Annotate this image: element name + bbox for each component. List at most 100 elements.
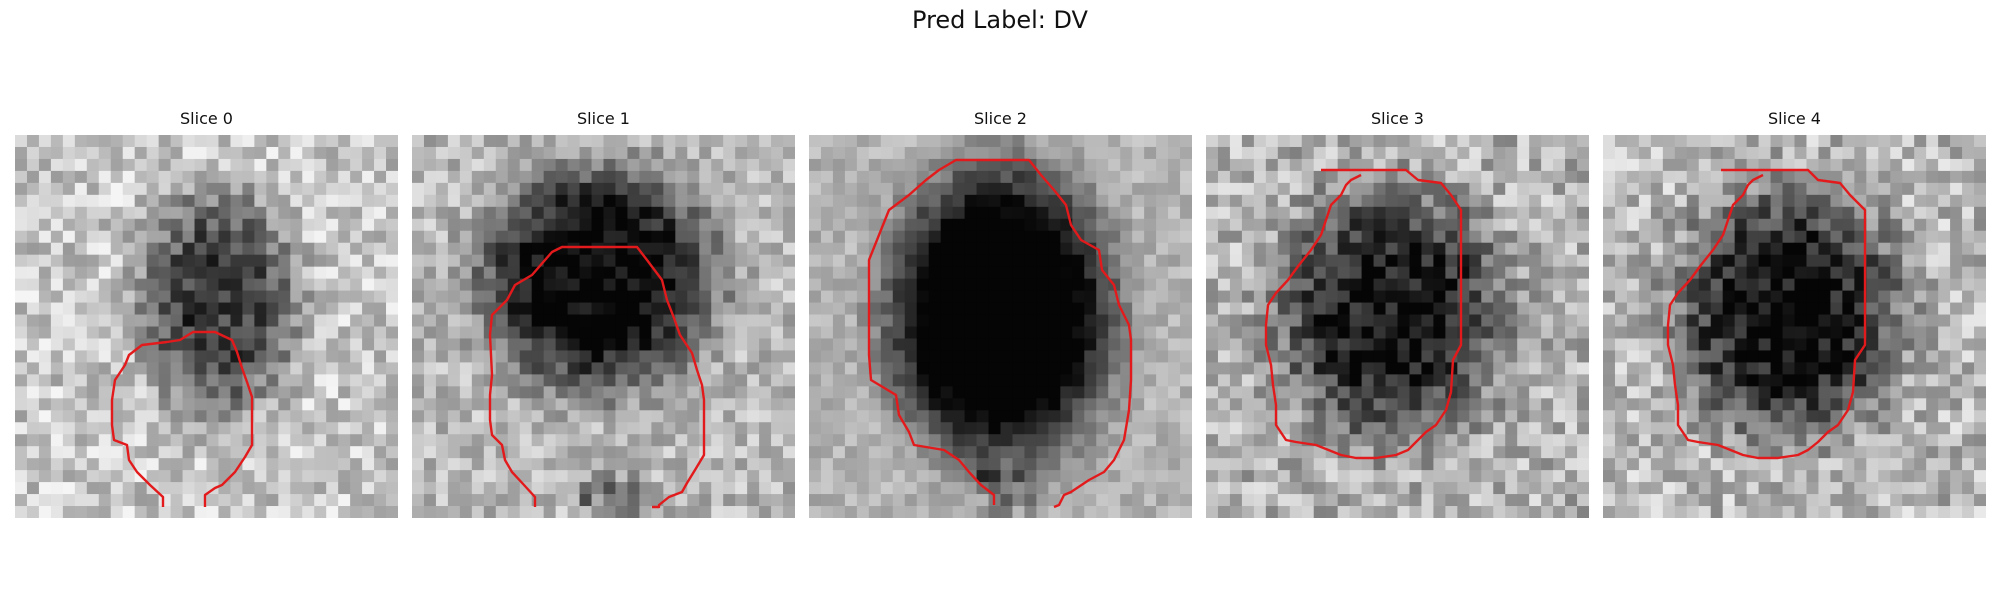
image-pixel bbox=[1253, 266, 1267, 280]
image-pixel bbox=[1469, 338, 1482, 352]
image-pixel bbox=[1036, 398, 1049, 411]
image-pixel bbox=[1650, 410, 1664, 423]
image-pixel bbox=[1253, 146, 1267, 160]
image-pixel bbox=[1770, 254, 1784, 268]
image-pixel bbox=[988, 135, 1002, 148]
image-pixel bbox=[820, 446, 834, 459]
image-pixel bbox=[1108, 146, 1121, 160]
image-pixel bbox=[1974, 158, 1986, 172]
image-pixel bbox=[98, 135, 112, 148]
image-pixel bbox=[1638, 158, 1652, 172]
image-pixel bbox=[868, 314, 882, 328]
image-pixel bbox=[1012, 218, 1026, 232]
image-pixel bbox=[412, 446, 425, 459]
image-pixel bbox=[519, 374, 533, 387]
image-pixel bbox=[218, 194, 232, 208]
image-pixel bbox=[1914, 374, 1927, 387]
image-pixel bbox=[1024, 290, 1038, 304]
image-pixel bbox=[1493, 206, 1506, 220]
image-pixel bbox=[928, 374, 942, 387]
image-pixel bbox=[254, 266, 267, 280]
image-pixel bbox=[170, 350, 184, 364]
image-pixel bbox=[1830, 410, 1843, 423]
image-pixel bbox=[820, 158, 834, 172]
image-pixel bbox=[1084, 158, 1097, 172]
image-pixel bbox=[964, 194, 978, 208]
image-pixel bbox=[1650, 338, 1664, 352]
image-pixel bbox=[1938, 170, 1951, 184]
image-pixel bbox=[1517, 410, 1530, 423]
image-pixel bbox=[1108, 230, 1121, 244]
image-pixel bbox=[759, 458, 772, 471]
image-pixel bbox=[856, 494, 870, 507]
image-pixel bbox=[1000, 374, 1014, 387]
image-pixel bbox=[507, 362, 521, 375]
image-pixel bbox=[1168, 470, 1181, 483]
image-pixel bbox=[423, 314, 437, 328]
image-pixel bbox=[1614, 314, 1628, 328]
image-pixel bbox=[675, 302, 688, 316]
image-pixel bbox=[723, 146, 736, 160]
image-pixel bbox=[1241, 194, 1255, 208]
image-pixel bbox=[158, 242, 172, 256]
image-pixel bbox=[1229, 230, 1243, 244]
image-pixel bbox=[832, 470, 846, 483]
image-pixel bbox=[194, 350, 208, 364]
image-pixel bbox=[1096, 290, 1109, 304]
image-pixel bbox=[86, 146, 100, 160]
image-pixel bbox=[447, 494, 461, 507]
image-pixel bbox=[1277, 350, 1291, 364]
image-pixel bbox=[26, 242, 40, 256]
image-pixel bbox=[1806, 158, 1820, 172]
image-pixel bbox=[194, 254, 208, 268]
image-pixel bbox=[483, 206, 497, 220]
image-pixel bbox=[1060, 434, 1073, 447]
image-pixel bbox=[1036, 194, 1049, 208]
image-pixel bbox=[1229, 338, 1243, 352]
image-pixel bbox=[218, 374, 232, 387]
image-pixel bbox=[603, 326, 617, 340]
image-pixel bbox=[1541, 470, 1554, 483]
image-pixel bbox=[1349, 314, 1363, 328]
image-pixel bbox=[832, 242, 846, 256]
image-pixel bbox=[362, 446, 375, 459]
image-pixel bbox=[362, 254, 375, 268]
image-pixel bbox=[809, 314, 822, 328]
image-pixel bbox=[1180, 422, 1192, 435]
image-pixel bbox=[1577, 302, 1589, 316]
image-pixel bbox=[747, 170, 760, 184]
image-pixel bbox=[1517, 398, 1530, 411]
image-pixel bbox=[735, 206, 748, 220]
image-pixel bbox=[892, 326, 906, 340]
image-pixel bbox=[1746, 170, 1760, 184]
image-pixel bbox=[1036, 135, 1049, 148]
image-pixel bbox=[146, 182, 160, 196]
image-pixel bbox=[1036, 482, 1049, 495]
image-pixel bbox=[459, 362, 473, 375]
slice-panel-3: Slice 3 bbox=[1206, 108, 1589, 518]
image-pixel bbox=[206, 170, 220, 184]
image-pixel bbox=[603, 338, 617, 352]
image-pixel bbox=[976, 506, 990, 518]
image-pixel bbox=[1830, 194, 1843, 208]
image-pixel bbox=[1734, 458, 1748, 471]
image-pixel bbox=[976, 182, 990, 196]
image-pixel bbox=[1217, 458, 1231, 471]
image-pixel bbox=[74, 434, 88, 447]
image-pixel bbox=[1746, 135, 1760, 148]
image-pixel bbox=[314, 170, 327, 184]
image-pixel bbox=[1433, 434, 1446, 447]
image-pixel bbox=[1770, 146, 1784, 160]
image-pixel bbox=[62, 242, 76, 256]
image-pixel bbox=[1890, 242, 1903, 256]
image-pixel bbox=[302, 374, 315, 387]
image-pixel bbox=[1132, 135, 1145, 148]
image-pixel bbox=[747, 446, 760, 459]
image-pixel bbox=[242, 326, 255, 340]
image-pixel bbox=[1385, 386, 1399, 399]
image-pixel bbox=[1938, 218, 1951, 232]
image-pixel bbox=[916, 446, 930, 459]
image-pixel bbox=[1746, 434, 1760, 447]
image-pixel bbox=[1577, 170, 1589, 184]
image-pixel bbox=[386, 374, 398, 387]
